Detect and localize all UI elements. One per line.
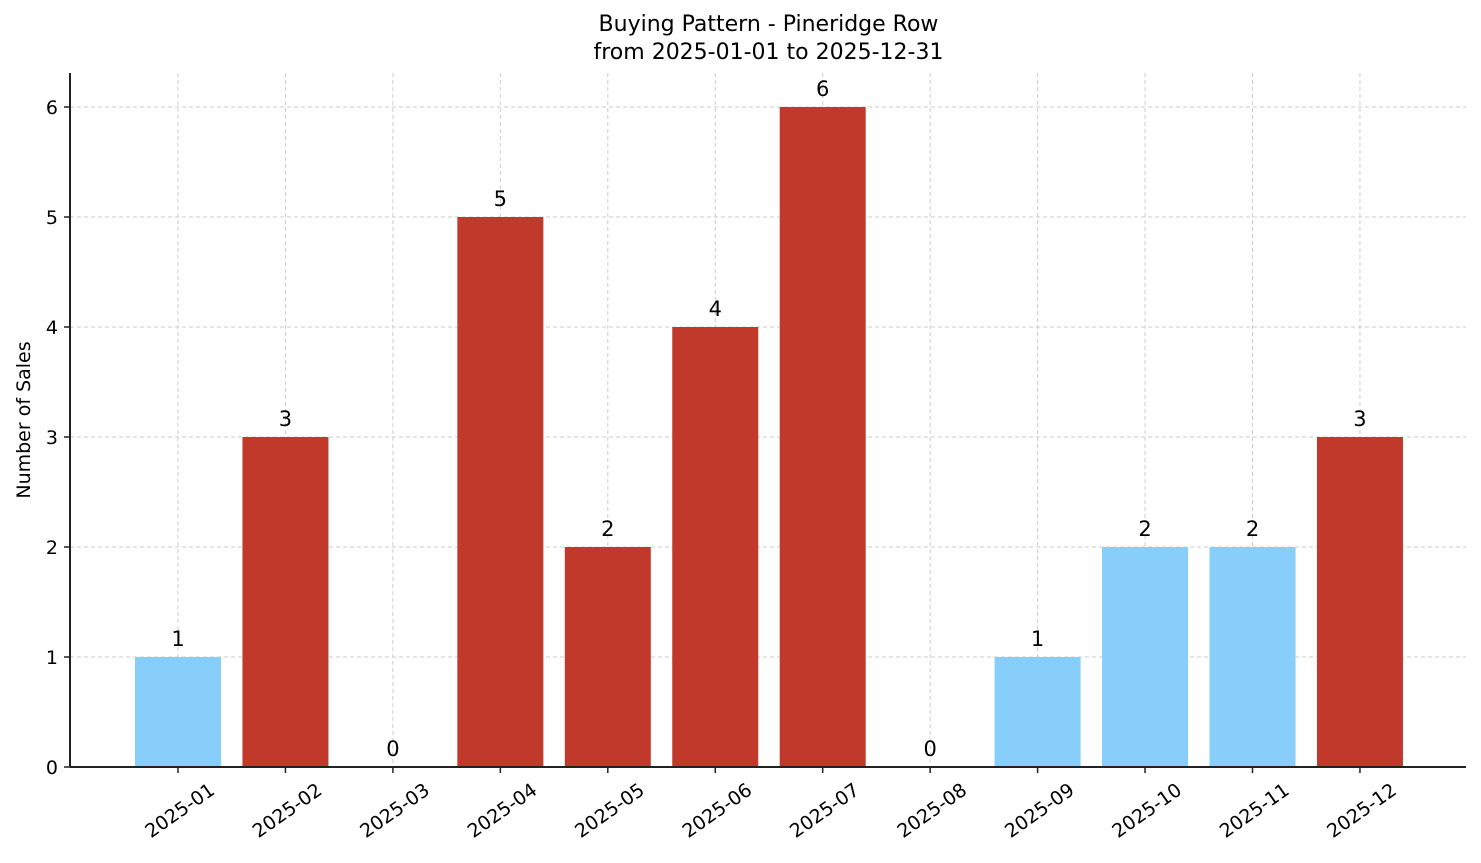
y-tick-label: 2: [46, 537, 58, 559]
data-label: 4: [709, 297, 722, 321]
bar-2025-06: [672, 327, 759, 767]
y-axis-label: Number of Sales: [13, 341, 35, 498]
y-tick-label: 3: [46, 427, 58, 449]
y-tick-label: 6: [46, 97, 58, 119]
bar-2025-09: [994, 657, 1081, 767]
data-label: 0: [923, 737, 936, 761]
bars: [135, 107, 1403, 767]
bar-2025-12: [1316, 437, 1403, 767]
bar-2025-07: [779, 107, 866, 767]
bar-2025-10: [1102, 547, 1189, 767]
data-label: 0: [386, 737, 399, 761]
data-label: 1: [171, 627, 184, 651]
bar-2025-11: [1209, 547, 1296, 767]
data-label: 3: [1353, 407, 1366, 431]
chart-title: Buying Pattern - Pineridge Row: [598, 12, 939, 37]
data-label: 1: [1031, 627, 1044, 651]
data-label: 2: [1246, 517, 1259, 541]
y-tick-label: 1: [46, 647, 58, 669]
bar-2025-04: [457, 217, 544, 767]
bar-2025-01: [135, 657, 221, 767]
x-tick-label: 2025-07: [786, 779, 864, 843]
x-tick-label: 2025-12: [1323, 779, 1401, 843]
y-tick-label: 4: [46, 317, 58, 339]
chart-subtitle: from 2025-01-01 to 2025-12-31: [593, 40, 944, 65]
bar-2025-02: [242, 437, 329, 767]
x-tick-label: 2025-08: [893, 779, 971, 843]
data-label: 3: [279, 407, 292, 431]
x-tick-label: 2025-10: [1108, 779, 1186, 843]
data-label: 2: [601, 517, 614, 541]
x-tick-label: 2025-01: [141, 779, 219, 843]
data-label: 5: [494, 187, 507, 211]
x-tick-label: 2025-04: [464, 779, 542, 843]
x-tick-label: 2025-05: [571, 779, 649, 843]
x-tick-label: 2025-03: [356, 779, 434, 843]
data-label: 2: [1138, 517, 1151, 541]
bar-2025-05: [564, 547, 651, 767]
y-tick-label: 0: [46, 757, 58, 779]
data-label: 6: [816, 77, 829, 101]
x-tick-label: 2025-06: [678, 779, 756, 843]
x-tick-label: 2025-11: [1216, 779, 1294, 843]
x-tick-label: 2025-02: [249, 779, 327, 843]
y-tick-label: 5: [46, 207, 58, 229]
data-labels: 1 3 0 5 2 4 6 0 1 2 2 3: [171, 77, 1366, 761]
x-tick-label: 2025-09: [1001, 779, 1079, 843]
